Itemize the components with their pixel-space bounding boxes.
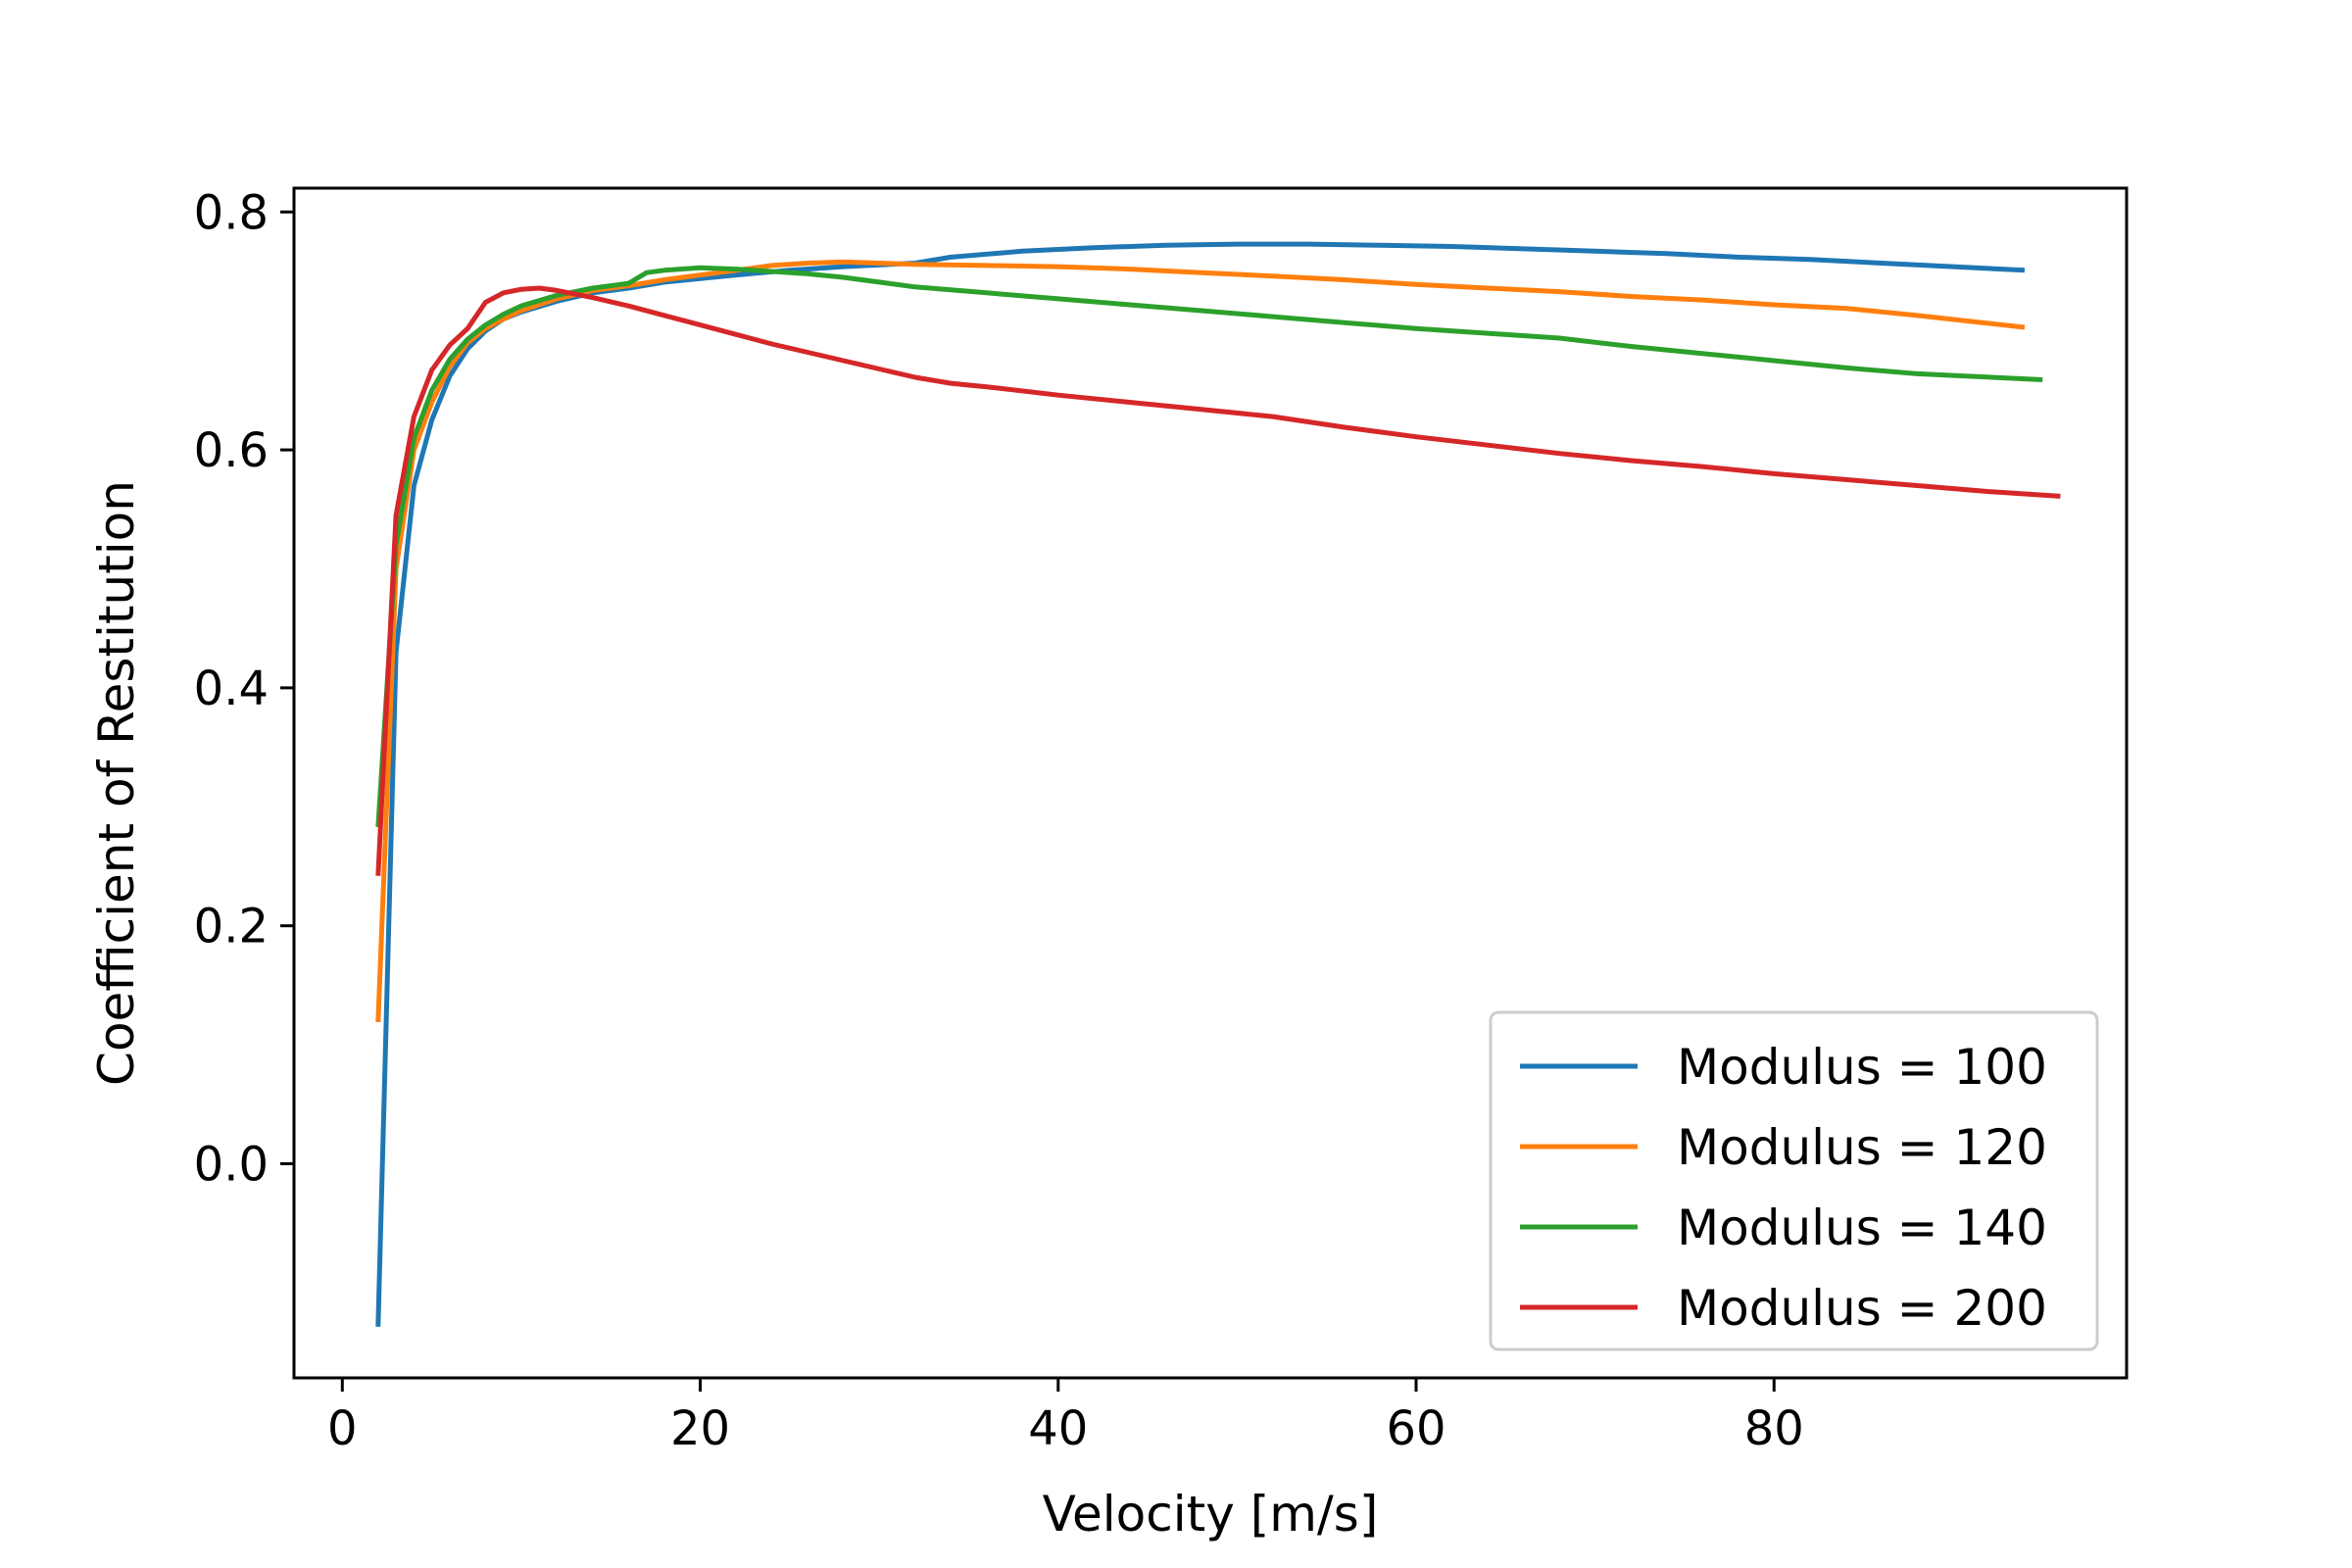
legend-label-1: Modulus = 120 [1677,1119,2047,1176]
legend-label-2: Modulus = 140 [1677,1200,2047,1256]
y-tick-label: 0.0 [194,1137,269,1192]
x-axis: 0 20 40 60 80 [327,1378,1804,1456]
y-tick-label: 0.8 [194,185,269,240]
legend: Modulus = 100 Modulus = 120 Modulus = 140 M… [1489,1010,2099,1351]
legend-box [1489,1010,2099,1351]
series-line-2 [375,265,2043,828]
x-axis-label: Velocity [m/s] [1043,1486,1379,1543]
y-tick-label: 0.4 [194,662,269,716]
plot-area-frame [292,186,2129,1380]
x-tick-label: 80 [1744,1401,1804,1456]
series-line-3 [375,285,2061,876]
x-tick-label: 0 [327,1401,358,1456]
series-layer [375,241,2061,1327]
y-tick-label: 0.2 [194,900,269,955]
y-axis: 0.0 0.2 0.4 0.6 0.8 [194,185,294,1192]
x-tick-label: 60 [1386,1401,1446,1456]
y-axis-label: Coefficient of Restitution [88,480,145,1086]
legend-label-3: Modulus = 200 [1677,1280,2047,1337]
x-tick-label: 20 [670,1401,730,1456]
series-line-1 [375,259,2026,1023]
y-tick-label: 0.6 [194,423,269,478]
legend-label-0: Modulus = 100 [1677,1039,2047,1096]
x-tick-label: 40 [1028,1401,1088,1456]
